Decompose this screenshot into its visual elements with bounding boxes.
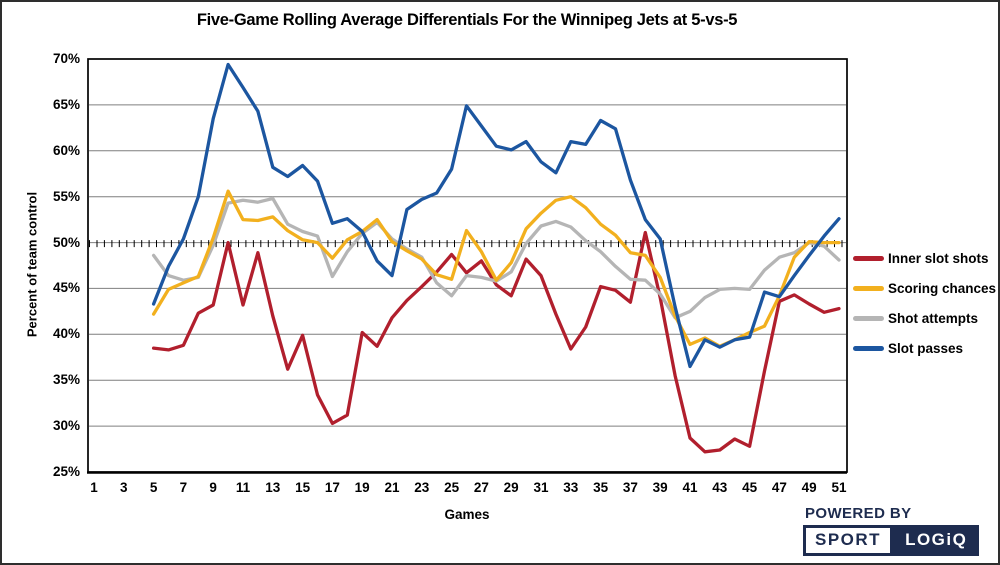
x-axis-tick-label: 7: [179, 480, 188, 495]
x-axis-tick-label: 21: [384, 480, 400, 495]
x-axis-tick-label: 47: [771, 480, 787, 495]
x-axis-tick-label: 25: [444, 480, 460, 495]
y-axis-tick-label: 60%: [52, 142, 80, 158]
x-axis-tick-label: 39: [652, 480, 668, 495]
x-axis-tick-label: 29: [503, 480, 519, 495]
y-axis-tick-label: 25%: [52, 464, 80, 479]
y-axis-title: Percent of team control: [24, 191, 40, 338]
sportlogiq-logo: POWERED BY SPORT LOGiQ: [803, 505, 980, 556]
x-axis-tick-label: 11: [235, 480, 251, 495]
x-axis-tick-label: 35: [593, 480, 609, 495]
y-axis-tick-label: 50%: [52, 234, 80, 250]
x-axis-tick-label: 17: [324, 480, 340, 495]
x-axis-tick-label: 49: [801, 480, 817, 495]
x-axis-tick-label: 43: [712, 480, 728, 495]
y-axis-tick-label: 40%: [52, 326, 80, 342]
series-line-slot-passes: [151, 62, 841, 369]
sportlogiq-wordmark: SPORT LOGiQ: [803, 525, 980, 556]
x-axis-tick-label: 19: [354, 480, 370, 495]
legend-swatch-scoring-chances: [853, 286, 884, 291]
series-line-inner-slot-shots: [151, 230, 841, 454]
legend-item-inner-slot-shots: Inner slot shots: [853, 249, 996, 268]
x-axis-title: Games: [444, 507, 490, 522]
legend-swatch-slot-passes: [853, 346, 884, 351]
x-axis-tick-label: 51: [831, 480, 847, 495]
x-axis-tick-label: 45: [742, 480, 758, 495]
legend-item-scoring-chances: Scoring chances: [853, 279, 996, 298]
logo-sport-text: SPORT: [803, 525, 894, 556]
x-axis-tick-label: 5: [149, 480, 158, 495]
chart-legend: Inner slot shots Scoring chances Shot atte…: [853, 249, 996, 369]
y-axis-tick-label: 65%: [52, 96, 80, 112]
x-axis-tick-label: 3: [120, 480, 128, 495]
powered-by-text: POWERED BY: [805, 505, 912, 522]
series-line-scoring-chances: [151, 189, 841, 348]
legend-swatch-shot-attempts: [853, 316, 884, 321]
x-axis-tick-label: 1: [90, 480, 98, 495]
y-axis-tick-label: 70%: [52, 51, 80, 66]
legend-label: Slot passes: [888, 341, 964, 356]
chart-title: Five-Game Rolling Average Differentials …: [196, 11, 738, 29]
x-axis-tick-label: 15: [295, 480, 311, 495]
y-axis-tick-label: 55%: [52, 188, 80, 204]
y-axis-tick-label: 30%: [52, 418, 80, 434]
legend-label: Shot attempts: [888, 311, 979, 326]
logo-logiq-text: LOGiQ: [893, 525, 980, 556]
x-axis-tick-label: 41: [682, 480, 698, 495]
x-axis-tick-label: 27: [473, 480, 489, 495]
x-axis-tick-label: 37: [622, 480, 638, 495]
x-axis-tick-label: 9: [209, 480, 217, 495]
x-axis-tick-label: 13: [265, 480, 281, 495]
x-axis-tick-label: 23: [414, 480, 430, 495]
x-axis-tick-label: 31: [533, 480, 549, 495]
legend-item-slot-passes: Slot passes: [853, 339, 996, 358]
legend-item-shot-attempts: Shot attempts: [853, 309, 996, 328]
legend-label: Inner slot shots: [888, 251, 989, 266]
y-axis-tick-label: 45%: [52, 280, 80, 296]
legend-label: Scoring chances: [888, 281, 997, 296]
legend-swatch-inner-slot-shots: [853, 256, 884, 261]
x-axis-tick-label: 33: [563, 480, 579, 495]
y-axis-tick-label: 35%: [52, 372, 80, 388]
